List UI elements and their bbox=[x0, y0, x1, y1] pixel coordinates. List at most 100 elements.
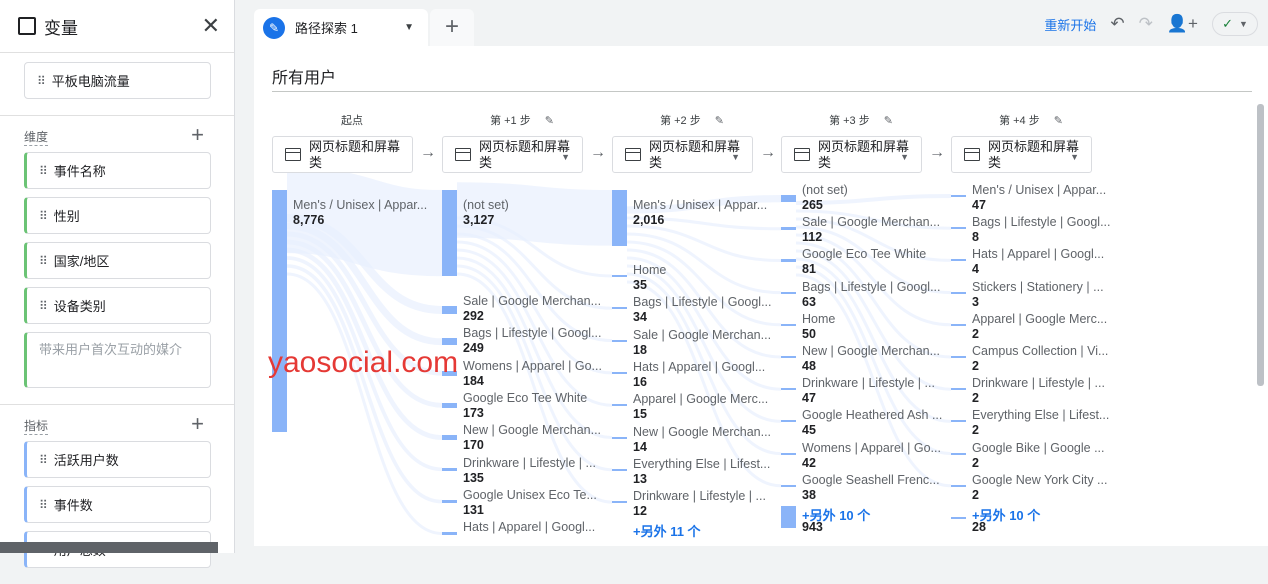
node-bar[interactable] bbox=[781, 259, 796, 262]
node-bar[interactable] bbox=[781, 323, 796, 326]
node-bar[interactable] bbox=[612, 371, 627, 374]
dimension-chip[interactable]: ⠿ 性别 bbox=[24, 197, 211, 234]
node-bar[interactable] bbox=[442, 338, 457, 346]
undo-icon[interactable]: ↶ bbox=[1110, 14, 1125, 33]
scrollbar[interactable] bbox=[1257, 104, 1264, 386]
show-more-link[interactable]: +另外 10 个 bbox=[802, 508, 871, 523]
node-bar[interactable] bbox=[951, 291, 966, 294]
dimension-selector[interactable]: 网页标题和屏幕类 ▼ bbox=[781, 136, 922, 173]
node-bar[interactable] bbox=[781, 452, 796, 455]
node-bar[interactable] bbox=[442, 190, 457, 277]
dimension-selector[interactable]: 网页标题和屏幕类 bbox=[272, 136, 413, 173]
dimension-chip[interactable]: ⠿ 事件名称 bbox=[24, 152, 211, 189]
node-label[interactable]: Bags | Lifestyle | Googl... bbox=[463, 326, 602, 341]
node-bar[interactable] bbox=[951, 420, 966, 423]
node-label[interactable]: New | Google Merchan... bbox=[633, 424, 772, 439]
drag-handle-icon[interactable]: ⠿ bbox=[39, 163, 48, 178]
node-bar[interactable] bbox=[612, 468, 627, 471]
node-bar[interactable] bbox=[612, 404, 627, 407]
node-label[interactable]: Drinkware | Lifestyle | ... bbox=[972, 376, 1105, 391]
drag-handle-icon[interactable]: ⠿ bbox=[37, 73, 46, 88]
close-icon[interactable]: ✕ bbox=[201, 13, 220, 38]
tab-path-exploration[interactable]: ✎ 路径探索 1 ▼ bbox=[254, 9, 428, 46]
node-bar[interactable] bbox=[781, 195, 796, 203]
node-bar[interactable] bbox=[442, 370, 457, 376]
node-label[interactable]: Apparel | Google Merc... bbox=[972, 311, 1108, 326]
dimension-chip[interactable]: 带来用户首次互动的媒介 bbox=[24, 332, 211, 388]
node-label[interactable]: Home bbox=[633, 263, 667, 277]
add-tab-button[interactable]: + bbox=[430, 9, 474, 46]
metric-chip[interactable]: ⠿ 事件数 bbox=[24, 486, 211, 523]
node-bar[interactable] bbox=[951, 195, 966, 197]
dimension-selector[interactable]: 网页标题和屏幕类 ▼ bbox=[612, 136, 753, 173]
restart-button[interactable]: 重新开始 bbox=[1044, 17, 1097, 33]
node-label[interactable]: Google Eco Tee White bbox=[463, 390, 588, 405]
metric-chip[interactable]: ⠿ 活跃用户数 bbox=[24, 441, 211, 478]
node-label[interactable]: Bags | Lifestyle | Googl... bbox=[802, 279, 941, 294]
edit-pencil-icon[interactable]: ✎ bbox=[544, 115, 554, 127]
node-label[interactable]: Google Bike | Google ... bbox=[972, 440, 1105, 455]
node-bar[interactable] bbox=[272, 190, 287, 432]
node-label[interactable]: Hats | Apparel | Googl... bbox=[972, 247, 1105, 262]
node-label[interactable]: Drinkware | Lifestyle | ... bbox=[463, 455, 596, 470]
dimension-chip[interactable]: ⠿ 设备类别 bbox=[24, 287, 211, 324]
node-bar[interactable] bbox=[781, 388, 796, 391]
redo-icon[interactable]: ↷ bbox=[1138, 14, 1153, 33]
node-bar[interactable] bbox=[442, 435, 457, 440]
node-label[interactable]: Womens | Apparel | Go... bbox=[802, 440, 941, 455]
node-label[interactable]: Everything Else | Lifest... bbox=[633, 456, 771, 471]
node-bar[interactable] bbox=[951, 227, 966, 230]
show-more-link[interactable]: +另外 11 个 bbox=[633, 524, 701, 540]
add-dimension-button[interactable]: + bbox=[191, 122, 204, 147]
drag-handle-icon[interactable]: ⠿ bbox=[39, 452, 48, 467]
node-label[interactable]: Apparel | Google Merc... bbox=[633, 392, 769, 407]
node-label[interactable]: Google Eco Tee White bbox=[802, 247, 927, 262]
caret-down-icon[interactable]: ▼ bbox=[404, 22, 414, 33]
show-more-link[interactable]: +另外 10 个 bbox=[972, 508, 1041, 523]
node-label[interactable]: Men's / Unisex | Appar... bbox=[633, 198, 768, 212]
share-user-icon[interactable]: 👤+ bbox=[1166, 14, 1198, 33]
node-label[interactable]: Google Unisex Eco Te... bbox=[463, 487, 597, 502]
node-bar[interactable] bbox=[612, 190, 627, 246]
node-bar[interactable] bbox=[781, 484, 796, 487]
node-bar[interactable] bbox=[612, 307, 627, 310]
node-bar[interactable] bbox=[442, 306, 457, 315]
drag-handle-icon[interactable]: ⠿ bbox=[39, 208, 48, 223]
node-label[interactable]: Sale | Google Merchan... bbox=[633, 327, 772, 342]
node-label[interactable]: Stickers | Stationery | ... bbox=[972, 279, 1104, 294]
node-label[interactable]: Sale | Google Merchan... bbox=[463, 294, 602, 308]
drag-handle-icon[interactable]: ⠿ bbox=[39, 497, 48, 512]
node-bar[interactable] bbox=[612, 339, 627, 342]
edit-pencil-icon[interactable]: ✎ bbox=[883, 115, 893, 127]
node-bar[interactable] bbox=[612, 501, 627, 504]
drag-handle-icon[interactable]: ⠿ bbox=[39, 298, 48, 313]
node-label[interactable]: Bags | Lifestyle | Googl... bbox=[972, 215, 1111, 230]
node-label[interactable]: Google Seashell Frenc... bbox=[802, 472, 940, 487]
add-metric-button[interactable]: + bbox=[191, 411, 204, 436]
node-bar[interactable] bbox=[951, 356, 966, 358]
node-bar[interactable] bbox=[951, 259, 966, 262]
node-bar[interactable] bbox=[781, 291, 796, 294]
node-label[interactable]: Men's / Unisex | Appar... bbox=[972, 183, 1107, 197]
edit-pencil-icon[interactable]: ✎ bbox=[714, 115, 724, 127]
node-label[interactable]: Men's / Unisex | Appar... bbox=[293, 198, 428, 212]
node-bar[interactable] bbox=[951, 517, 966, 519]
node-label[interactable]: Womens | Apparel | Go... bbox=[463, 358, 602, 373]
node-label[interactable]: Home bbox=[802, 311, 836, 326]
node-bar[interactable] bbox=[612, 275, 627, 277]
dimension-selector[interactable]: 网页标题和屏幕类 ▼ bbox=[951, 136, 1092, 173]
node-label[interactable]: Google New York City ... bbox=[972, 472, 1108, 487]
node-bar[interactable] bbox=[951, 323, 966, 326]
node-label[interactable]: Sale | Google Merchan... bbox=[802, 215, 941, 230]
edit-pencil-icon[interactable]: ✎ bbox=[1053, 115, 1063, 127]
drag-handle-icon[interactable]: ⠿ bbox=[39, 253, 48, 268]
node-bar[interactable] bbox=[781, 227, 796, 231]
node-bar[interactable] bbox=[442, 532, 457, 535]
segment-chip[interactable]: ⠿ 平板电脑流量 bbox=[24, 62, 211, 99]
node-label[interactable]: Campus Collection | Vi... bbox=[972, 344, 1109, 358]
node-label[interactable]: (not set) bbox=[463, 198, 509, 212]
node-label[interactable]: Drinkware | Lifestyle | ... bbox=[802, 376, 935, 391]
node-label[interactable]: Everything Else | Lifest... bbox=[972, 408, 1110, 423]
node-label[interactable]: Hats | Apparel | Googl... bbox=[463, 520, 596, 535]
node-bar[interactable] bbox=[951, 452, 966, 455]
